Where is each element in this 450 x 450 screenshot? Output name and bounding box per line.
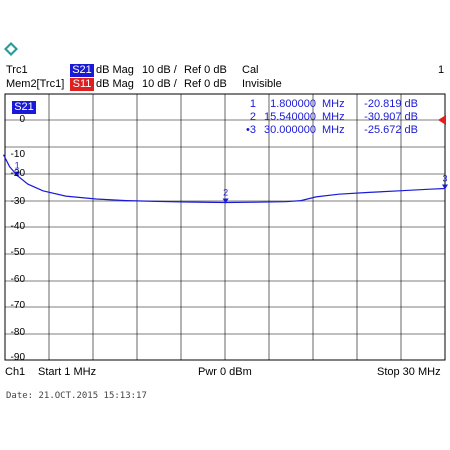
plot-trace-badge[interactable]: S21 [12,101,36,114]
y-tick-label-9: -90 [10,352,25,363]
marker-unit: MHz [322,111,345,123]
marker-index: 1 [249,98,256,110]
marker-2-label: 2 [223,188,228,198]
trace1-ref[interactable]: Ref 0 dB [184,64,227,76]
reference-level-arrow [438,115,446,125]
plot-grid [4,93,446,361]
marker-index: •3 [246,124,256,136]
y-tick-label-2: -20 [10,168,25,179]
trace1-scale[interactable]: 10 dB / [142,64,177,76]
y-tick-label-6: -60 [10,274,25,285]
channel-number: 1 [438,64,445,76]
footer-stop-frequency[interactable]: Stop 30 MHz [377,366,441,378]
rs-logo [4,42,18,56]
trace1-format[interactable]: dB Mag [96,64,134,76]
s21-trace-line [2,154,446,204]
trace1-name[interactable]: Trc1 [6,64,28,76]
marker-2-triangle [222,198,229,204]
marker-3-triangle [442,184,448,190]
trace1-badge[interactable]: S21 [70,64,94,77]
footer-start-frequency[interactable]: Start 1 MHz [38,366,97,378]
trace2-name[interactable]: Mem2[Trc1] [6,78,65,90]
footer-channel[interactable]: Ch1 [5,366,26,378]
marker-index: 2 [249,111,256,123]
marker-unit: MHz [322,98,345,110]
marker-frequency: 15.540000 [264,111,316,123]
trace2-ref[interactable]: Ref 0 dB [184,78,227,90]
y-tick-label-1: -10 [10,149,25,160]
marker-glyphs: 1 2 3 [14,161,448,204]
marker-3-label: 3 [442,174,447,184]
trace1-status: Cal [242,64,259,76]
marker-unit: MHz [322,124,345,136]
marker-value: -20.819 dB [364,98,418,110]
trace2-scale[interactable]: 10 dB / [142,78,177,90]
trace2-badge[interactable]: S11 [70,78,94,91]
marker-frequency: 1.800000 [270,98,316,110]
y-tick-label-0: 0 [19,114,25,125]
timestamp: Date: 21.OCT.2015 15:13:17 [6,391,147,401]
marker-1-triangle [14,171,21,177]
marker-value: -30.907 dB [364,111,418,123]
y-tick-label-4: -40 [10,221,25,232]
y-tick-label-3: -30 [10,196,25,207]
marker-value: -25.672 dB [364,124,418,136]
marker-frequency: 30.000000 [264,124,316,136]
marker-1-label: 1 [15,161,20,171]
y-tick-label-8: -80 [10,327,25,338]
y-tick-label-7: -70 [10,300,25,311]
trace2-status: Invisible [242,78,282,90]
footer-power[interactable]: Pwr 0 dBm [198,366,252,378]
trace2-format[interactable]: dB Mag [96,78,134,90]
y-tick-label-5: -50 [10,247,25,258]
